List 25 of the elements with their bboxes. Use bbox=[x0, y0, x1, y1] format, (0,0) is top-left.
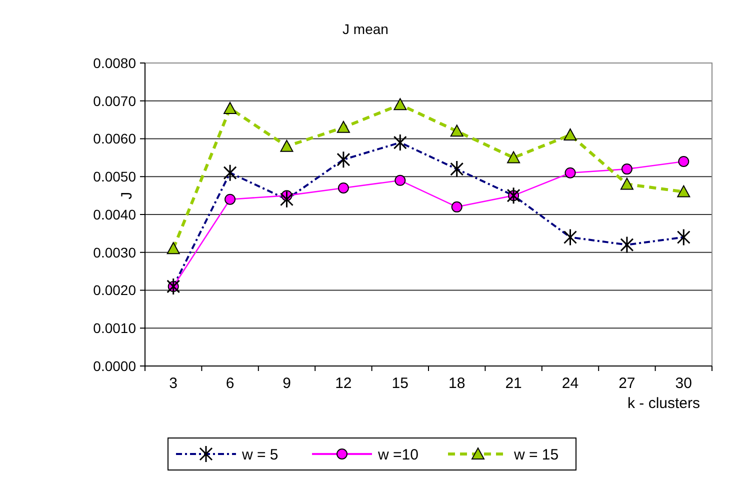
y-axis-title: J bbox=[118, 192, 136, 200]
x-axis-title: k - clusters bbox=[627, 395, 700, 412]
y-tick-label: 0.0070 bbox=[93, 92, 136, 109]
x-tick-label: 18 bbox=[448, 375, 466, 392]
x-tick-label: 3 bbox=[169, 375, 178, 392]
x-tick-label: 12 bbox=[335, 375, 352, 392]
y-tick-label: 0.0080 bbox=[93, 54, 136, 71]
y-tick-label: 0.0040 bbox=[93, 206, 136, 222]
y-tick-label: 0.0030 bbox=[93, 244, 136, 260]
y-tick-label: 0.0050 bbox=[93, 168, 136, 185]
x-tick-label: 15 bbox=[392, 375, 408, 392]
x-tick-label: 6 bbox=[226, 375, 234, 392]
legend-label: w = 15 bbox=[513, 446, 559, 464]
x-tick-label: 24 bbox=[562, 375, 579, 392]
y-tick-label: 0.0010 bbox=[93, 320, 136, 336]
x-tick-label: 30 bbox=[675, 375, 692, 392]
y-tick-label: 0.0060 bbox=[93, 130, 136, 147]
x-tick-label: 9 bbox=[282, 375, 291, 392]
legend-label: w = 5 bbox=[241, 446, 278, 464]
y-tick-label: 0.0020 bbox=[93, 282, 136, 298]
legend-label: w =10 bbox=[377, 446, 418, 464]
y-tick-label: 0.0000 bbox=[93, 358, 136, 374]
chart-title: J mean bbox=[342, 21, 388, 37]
x-tick-label: 21 bbox=[505, 375, 522, 392]
x-tick-label: 27 bbox=[618, 375, 636, 392]
